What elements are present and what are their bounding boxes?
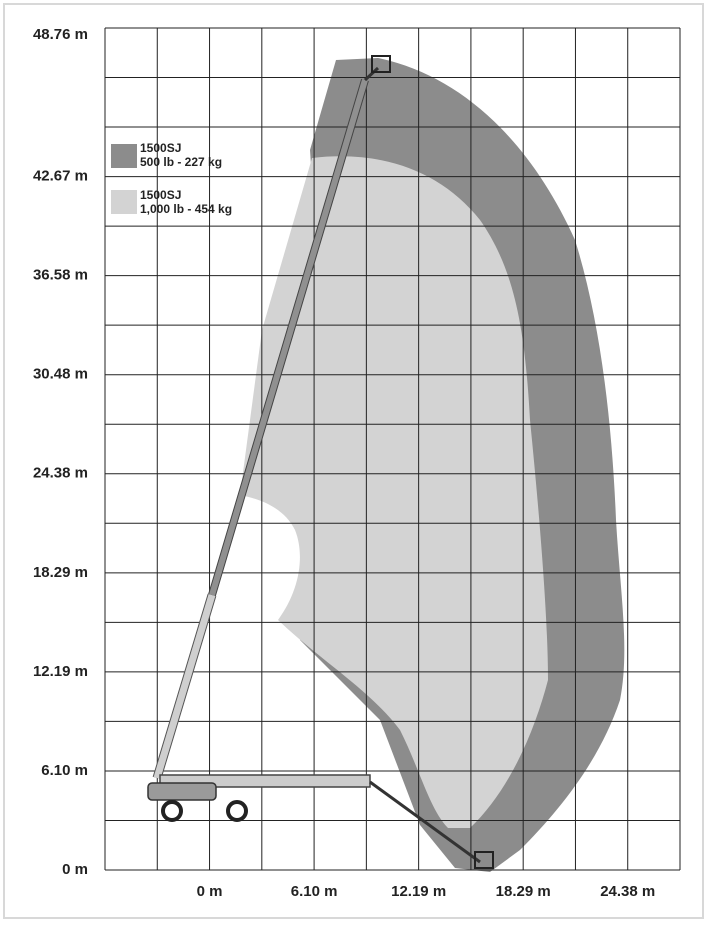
legend-swatch bbox=[111, 190, 137, 214]
y-axis-label: 18.29 m bbox=[33, 564, 88, 581]
y-axis-label: 12.19 m bbox=[33, 663, 88, 680]
boom bbox=[209, 79, 368, 596]
legend-capacity: 500 lb - 227 kg bbox=[140, 155, 222, 169]
x-axis-label: 6.10 m bbox=[291, 883, 338, 900]
x-axis-label: 18.29 m bbox=[496, 883, 551, 900]
legend-model: 1500SJ bbox=[140, 141, 181, 155]
y-axis-label: 0 m bbox=[62, 861, 88, 878]
chassis bbox=[147, 782, 217, 801]
y-axis-label: 30.48 m bbox=[33, 366, 88, 383]
grid bbox=[104, 27, 681, 871]
platform bbox=[371, 55, 391, 73]
wheel bbox=[226, 800, 248, 822]
frame bbox=[3, 3, 704, 919]
y-axis-label: 42.67 m bbox=[33, 168, 88, 185]
y-axis-label: 48.76 m bbox=[33, 26, 88, 43]
legend-capacity: 1,000 lb - 454 kg bbox=[140, 202, 232, 216]
y-axis-label: 6.10 m bbox=[41, 762, 88, 779]
y-axis-label: 36.58 m bbox=[33, 267, 88, 284]
boom-base bbox=[153, 593, 216, 780]
platform-low bbox=[474, 851, 494, 869]
y-axis-label: 24.38 m bbox=[33, 465, 88, 482]
x-axis-label: 0 m bbox=[197, 883, 223, 900]
machine bbox=[147, 55, 494, 869]
jib bbox=[363, 66, 380, 82]
jib-low bbox=[369, 780, 481, 864]
x-axis-label: 24.38 m bbox=[600, 883, 655, 900]
wheel bbox=[161, 800, 183, 822]
legend-model: 1500SJ bbox=[140, 188, 181, 202]
legend-swatch bbox=[111, 144, 137, 168]
x-axis-label: 12.19 m bbox=[391, 883, 446, 900]
